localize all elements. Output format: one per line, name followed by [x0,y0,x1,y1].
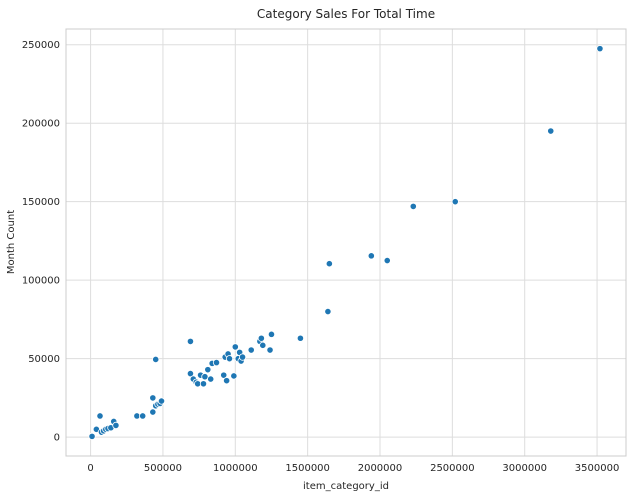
chart-title: Category Sales For Total Time [257,7,435,21]
data-point [186,337,195,346]
data-point [259,341,267,349]
data-point [231,343,239,351]
y-tick-label: 150000 [22,197,60,208]
data-point [296,334,305,342]
data-point [257,334,265,342]
y-tick-label: 250000 [22,40,60,51]
x-tick-label: 2500000 [430,463,475,474]
x-tick-label: 2000000 [358,463,403,474]
data-point [139,412,147,420]
data-point [149,408,157,416]
data-point [157,397,166,405]
data-point [152,355,160,364]
data-point [112,421,120,429]
y-tick-label: 200000 [22,119,60,130]
data-point [230,372,238,380]
plot-area-frame [65,28,627,457]
data-point [267,330,276,338]
data-point [451,198,459,206]
x-tick-label: 3000000 [502,463,547,474]
data-point [96,412,104,420]
data-point [325,260,333,268]
data-point [383,256,391,265]
x-tick-label: 1000000 [213,463,258,474]
y-tick-label: 50000 [28,354,60,365]
data-point [149,394,157,402]
y-axis-ticks: 0 50000 100000 150000 200000 250000 [22,40,60,443]
y-tick-label: 100000 [22,276,60,287]
data-point [204,366,212,374]
y-axis-label: Month Count [6,210,17,274]
grid [66,29,626,456]
data-point [409,202,417,210]
x-axis-label: item_category_id [303,481,389,492]
data-point [247,346,255,354]
data-point [324,307,332,316]
x-tick-label: 3500000 [575,463,620,474]
data-point [238,353,247,361]
data-point [596,45,604,53]
data-point [547,127,555,135]
data-point [212,358,221,367]
x-tick-label: 500000 [144,463,182,474]
y-tick-label: 0 [54,433,60,444]
data-point [207,375,215,383]
data-point [266,346,274,354]
data-points [88,45,604,440]
x-tick-label: 1500000 [285,463,330,474]
data-point [367,252,375,260]
data-point [186,369,195,378]
x-tick-label: 0 [87,463,93,474]
x-axis-ticks: 0 500000 1000000 1500000 2000000 2500000 30000… [87,463,619,474]
data-point [88,432,96,440]
data-point [220,371,228,379]
data-point [199,380,208,388]
data-point [223,377,231,385]
data-point [225,355,234,363]
